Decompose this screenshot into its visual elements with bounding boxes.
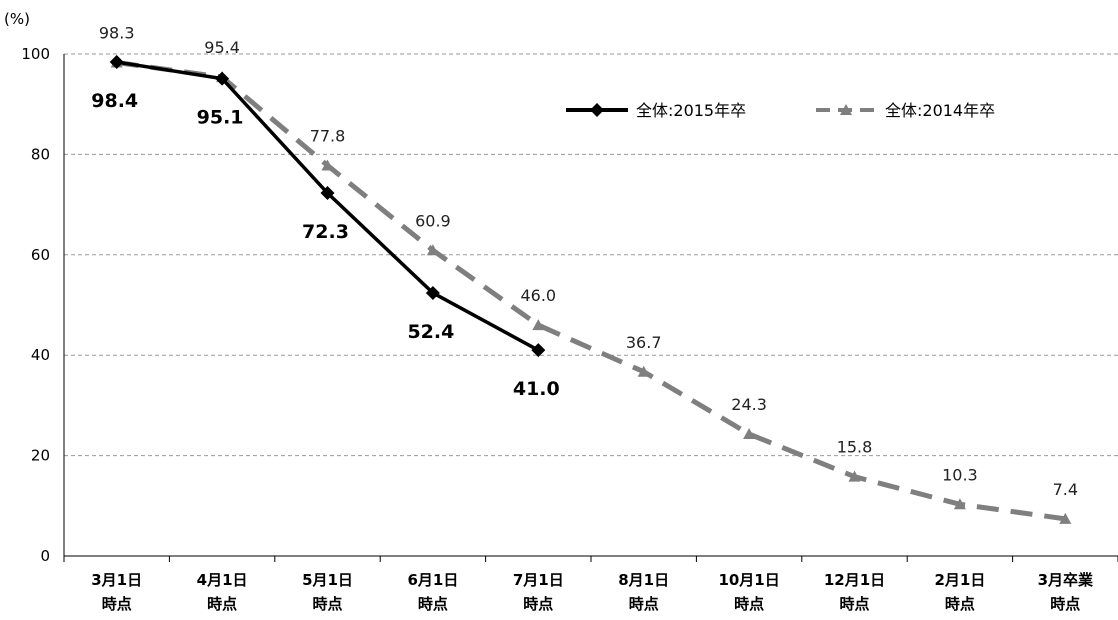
series-line-2015 bbox=[116, 60, 540, 352]
x-tick-label: 時点 bbox=[1050, 595, 1080, 613]
data-label-2014: 98.3 bbox=[99, 24, 135, 43]
data-label-2014: 15.8 bbox=[837, 438, 873, 457]
x-tick-label: 時点 bbox=[418, 595, 448, 613]
data-label-2015: 52.4 bbox=[407, 321, 454, 343]
y-tick-label: 80 bbox=[31, 145, 50, 163]
point-2014 bbox=[532, 319, 545, 331]
data-label-2014: 46.0 bbox=[520, 286, 556, 305]
series-line-2014 bbox=[116, 60, 1066, 522]
point-2014 bbox=[743, 428, 756, 440]
point-2014 bbox=[321, 159, 334, 171]
data-label-2014: 10.3 bbox=[942, 465, 978, 484]
data-label-2014: 60.9 bbox=[415, 211, 451, 230]
point-2014 bbox=[848, 470, 861, 482]
x-tick-label: 10月1日 bbox=[718, 571, 779, 589]
y-tick-labels: 0 20 40 60 80 100 bbox=[21, 45, 50, 565]
point-2015 bbox=[425, 285, 440, 300]
x-tick-label: 時点 bbox=[207, 595, 237, 613]
x-tick-label: 7月1日 bbox=[513, 571, 564, 589]
y-axis-label: (%) bbox=[4, 10, 30, 28]
data-label-2015: 95.1 bbox=[197, 107, 244, 129]
point-2014 bbox=[953, 498, 966, 510]
x-tick-marks bbox=[63, 556, 1118, 562]
data-label-2014: 7.4 bbox=[1053, 480, 1078, 499]
y-tick-label: 20 bbox=[31, 447, 50, 465]
point-2015 bbox=[320, 186, 335, 201]
y-tick-label: 0 bbox=[40, 547, 50, 565]
series-2014 bbox=[110, 56, 1072, 524]
x-tick-label: 時点 bbox=[839, 595, 869, 613]
data-label-2014: 77.8 bbox=[310, 126, 346, 145]
x-tick-label: 時点 bbox=[629, 595, 659, 613]
legend-marker-2014 bbox=[840, 104, 852, 115]
x-tick-label: 8月1日 bbox=[618, 571, 669, 589]
data-labels-2015: 98.4 95.1 72.3 52.4 41.0 bbox=[91, 90, 559, 400]
y-tick-label: 40 bbox=[31, 346, 50, 364]
x-tick-label: 時点 bbox=[734, 595, 764, 613]
data-label-2015: 41.0 bbox=[513, 378, 560, 400]
x-tick-label: 2月1日 bbox=[934, 571, 985, 589]
point-2015 bbox=[215, 71, 230, 86]
legend-label-2015: 全体:2015年卒 bbox=[636, 101, 746, 120]
x-tick-label: 5月1日 bbox=[302, 571, 353, 589]
data-label-2015: 72.3 bbox=[302, 221, 349, 243]
y-tick-label: 100 bbox=[21, 45, 50, 63]
point-2015 bbox=[109, 55, 124, 70]
point-2014 bbox=[1059, 512, 1072, 524]
legend-label-2014: 全体:2014年卒 bbox=[885, 101, 995, 120]
x-tick-label: 12月1日 bbox=[824, 571, 885, 589]
x-tick-label: 4月1日 bbox=[197, 571, 248, 589]
data-label-2014: 95.4 bbox=[204, 38, 240, 57]
x-tick-label: 時点 bbox=[312, 595, 342, 613]
point-2015 bbox=[531, 343, 546, 358]
y-tick-label: 60 bbox=[31, 246, 50, 264]
gridlines bbox=[64, 53, 1118, 457]
series-2015 bbox=[109, 55, 546, 358]
data-labels-2014: 98.3 95.4 77.8 60.9 46.0 36.7 24.3 15.8 10.3 7.4 bbox=[99, 24, 1078, 499]
legend: 全体:2015年卒 全体:2014年卒 bbox=[566, 101, 995, 120]
data-label-2014: 24.3 bbox=[731, 395, 767, 414]
x-tick-label: 3月卒業 bbox=[1038, 571, 1094, 589]
data-label-2014: 36.7 bbox=[626, 333, 662, 352]
point-2014 bbox=[426, 244, 439, 256]
data-label-2015: 98.4 bbox=[91, 90, 138, 112]
point-2014 bbox=[637, 365, 650, 377]
x-tick-label: 時点 bbox=[102, 595, 132, 613]
x-tick-label: 時点 bbox=[523, 595, 553, 613]
legend-marker-2015 bbox=[590, 103, 604, 117]
x-tick-label: 3月1日 bbox=[91, 571, 142, 589]
x-tick-label: 6月1日 bbox=[407, 571, 458, 589]
x-tick-label: 時点 bbox=[945, 595, 975, 613]
